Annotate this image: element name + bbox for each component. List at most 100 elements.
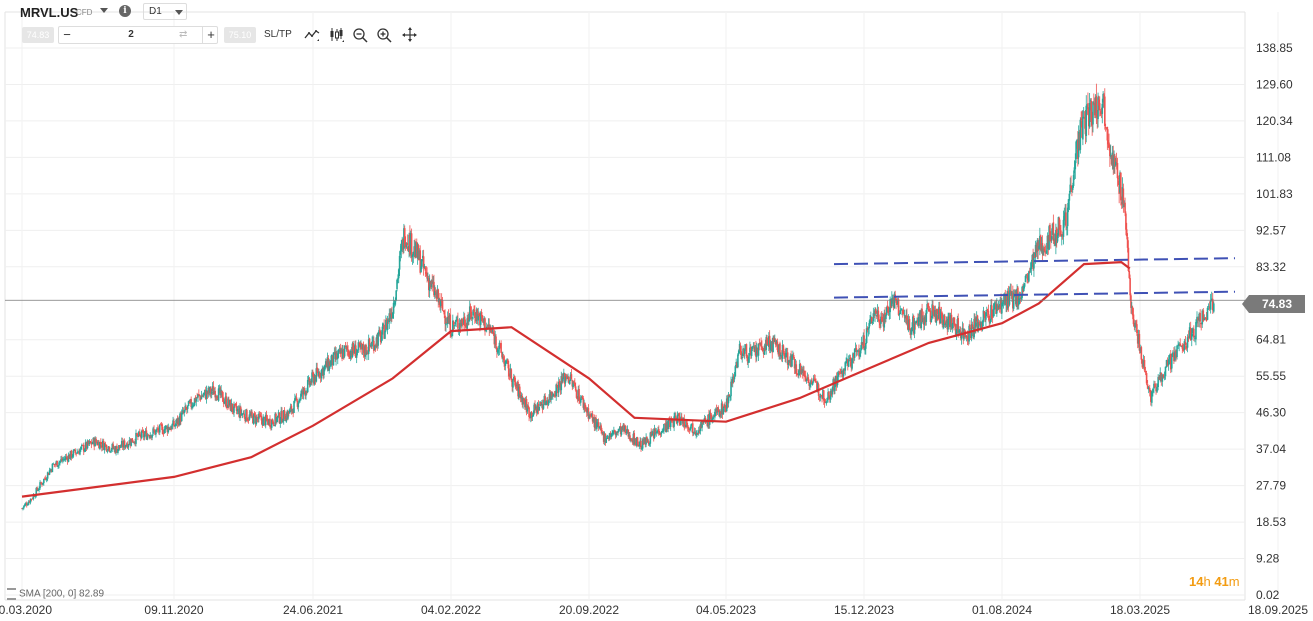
candle-body [593, 417, 596, 428]
candle-body [358, 343, 361, 345]
candle-body [840, 371, 843, 374]
candle-body [474, 312, 476, 318]
sltp-button[interactable]: SL/TP [264, 29, 292, 40]
candle-body [172, 420, 174, 426]
candle-body [826, 398, 828, 401]
candle-body [560, 376, 563, 391]
candle-body [818, 396, 821, 397]
candle-body [773, 337, 775, 342]
candle-body [979, 323, 981, 327]
candle-body [931, 304, 933, 319]
candle-body [321, 368, 324, 371]
candle-body [377, 332, 379, 346]
candle-body [1101, 103, 1104, 114]
candle-body [632, 433, 635, 443]
decrease-quantity-button[interactable]: − [63, 27, 71, 42]
candle-body [1090, 100, 1093, 123]
candle-body [177, 418, 180, 424]
candle-body [778, 344, 780, 354]
candle-body [264, 414, 267, 426]
zoom-in-icon[interactable] [376, 27, 392, 43]
candle-body [28, 501, 31, 503]
candle-body [1208, 307, 1211, 309]
candle-body [911, 327, 913, 332]
candle-body [1008, 292, 1011, 305]
crosshair-icon[interactable] [402, 27, 418, 43]
candle-body [599, 425, 602, 427]
y-tick-label: 55.55 [1256, 369, 1286, 383]
chart-type-line-icon[interactable] [304, 27, 320, 43]
candle-body [663, 423, 666, 425]
candle-body [699, 424, 702, 432]
candle-body [1003, 294, 1006, 300]
candle-body [120, 440, 123, 447]
candle-body [453, 325, 456, 327]
candle-body [722, 408, 725, 415]
chart-type-candle-icon[interactable] [329, 27, 345, 43]
candle-body [728, 394, 731, 397]
candle-body [827, 392, 829, 398]
info-icon[interactable]: i [119, 5, 131, 17]
sell-price-box[interactable]: 74.83 [22, 27, 54, 43]
candle-body [1161, 374, 1164, 382]
candle-body [96, 442, 98, 446]
candle-body [688, 430, 691, 432]
candle-body [1153, 383, 1155, 389]
candle-body [103, 443, 106, 451]
candle-body [660, 432, 663, 435]
candle-body [629, 435, 631, 441]
candle-body [974, 318, 976, 328]
candle-body [542, 404, 545, 409]
candle-body [40, 482, 42, 484]
candle-body [916, 320, 918, 322]
candle-body [825, 401, 828, 404]
candle-body [53, 463, 56, 465]
candle-body [245, 409, 247, 422]
increase-quantity-button[interactable]: + [202, 27, 219, 43]
timeframe-select[interactable]: D1 [143, 3, 187, 20]
candle-body [515, 387, 518, 388]
candle-body [250, 412, 252, 416]
candle-body [1163, 376, 1166, 378]
candle-body [1044, 250, 1046, 252]
zoom-out-icon[interactable] [352, 27, 368, 43]
candle-body [447, 315, 450, 324]
candle-body [997, 306, 1000, 310]
candle-body [874, 308, 876, 316]
candle-body [347, 350, 349, 352]
candle-body [342, 348, 345, 358]
candle-body [875, 309, 877, 314]
symbol-label[interactable]: MRVL.US [20, 5, 79, 20]
candle-body [605, 438, 608, 443]
candle-body [611, 433, 613, 435]
quantity-stepper[interactable]: − 2 ⇄ + [58, 26, 218, 44]
candle-body [973, 319, 975, 338]
candle-body [362, 344, 365, 354]
quantity-value[interactable]: 2 [128, 29, 134, 40]
candle-body [947, 318, 949, 330]
candle-body [337, 349, 340, 354]
candle-body [305, 390, 307, 396]
indicator-settings-icon[interactable] [7, 588, 16, 600]
candle-body [787, 361, 790, 365]
candle-body [112, 444, 114, 449]
indicator-legend[interactable]: SMA [200, 0] 82.89 [7, 588, 104, 600]
candle-body [232, 410, 234, 412]
candle-body [640, 440, 642, 449]
buy-price-box[interactable]: 75.10 [224, 27, 256, 43]
candle-body [651, 434, 653, 436]
swap-icon[interactable]: ⇄ [179, 29, 188, 40]
candle-body [792, 355, 795, 359]
candle-body [405, 242, 408, 248]
candle-body [781, 344, 784, 359]
candle-body [729, 395, 731, 398]
candle-body [669, 419, 671, 428]
candle-body [518, 387, 520, 397]
candle-body [1011, 292, 1013, 296]
candle-body [243, 413, 246, 418]
candle-body [1104, 126, 1107, 129]
candle-body [899, 310, 902, 314]
symbol-dropdown-caret-icon[interactable] [100, 8, 108, 13]
candle-body [32, 495, 35, 499]
